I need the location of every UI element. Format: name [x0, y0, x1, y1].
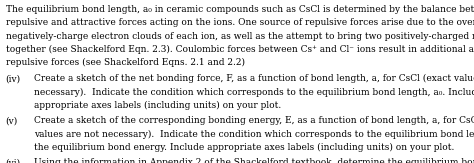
Text: appropriate axes labels (including units) on your plot.: appropriate axes labels (including units… [34, 101, 282, 110]
Text: Using the information in Appendix 2 of the Shackelford textbook, determine the e: Using the information in Appendix 2 of t… [34, 158, 474, 163]
Text: (vi): (vi) [6, 158, 21, 163]
Text: values are not necessary).  Indicate the condition which corresponds to the equi: values are not necessary). Indicate the … [34, 130, 474, 139]
Text: negatively-charge electron clouds of each ion, as well as the attempt to bring t: negatively-charge electron clouds of eac… [6, 32, 474, 41]
Text: (v): (v) [6, 116, 18, 125]
Text: Create a sketch of the corresponding bonding energy, E, as a function of bond le: Create a sketch of the corresponding bon… [34, 116, 474, 125]
Text: necessary).  Indicate the condition which corresponds to the equilibrium bond le: necessary). Indicate the condition which… [34, 88, 474, 97]
Text: repulsive and attractive forces acting on the ions. One source of repulsive forc: repulsive and attractive forces acting o… [6, 18, 474, 27]
Text: repulsive forces (see Shackelford Eqns. 2.1 and 2.2): repulsive forces (see Shackelford Eqns. … [6, 58, 245, 67]
Text: together (see Shackelford Eqn. 2.3). Coulombic forces between Cs⁺ and Cl⁻ ions r: together (see Shackelford Eqn. 2.3). Cou… [6, 45, 474, 54]
Text: The equilibrium bond length, a₀ in ceramic compounds such as CsCl is determined : The equilibrium bond length, a₀ in ceram… [6, 5, 474, 14]
Text: the equilibrium bond energy. Include appropriate axes labels (including units) o: the equilibrium bond energy. Include app… [34, 143, 455, 152]
Text: Create a sketch of the net bonding force, F, as a function of bond length, a, fo: Create a sketch of the net bonding force… [34, 74, 474, 83]
Text: (iv): (iv) [6, 74, 21, 83]
